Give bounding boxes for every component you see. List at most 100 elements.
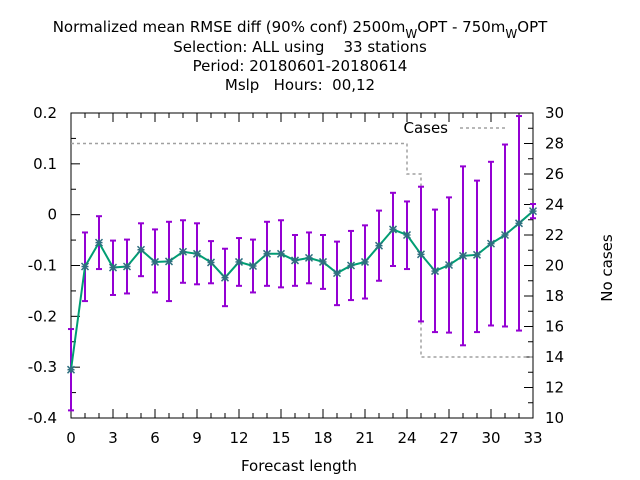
data-point bbox=[66, 365, 76, 374]
y-tick-label: -0.2 bbox=[28, 307, 57, 325]
data-point-stroke bbox=[206, 258, 216, 267]
data-point bbox=[234, 257, 244, 266]
data-point bbox=[304, 253, 314, 262]
y-tick-label: 0 bbox=[47, 206, 57, 224]
data-point-stroke bbox=[514, 219, 524, 228]
data-point-stroke bbox=[248, 261, 258, 271]
x-tick-label: 12 bbox=[229, 429, 248, 447]
legend: Cases bbox=[403, 119, 506, 137]
data-point-stroke bbox=[122, 262, 132, 271]
x-tick-label: 24 bbox=[397, 429, 416, 447]
data-point bbox=[80, 262, 90, 271]
data-point-stroke bbox=[290, 256, 300, 265]
x-tick-label: 21 bbox=[355, 429, 374, 447]
y2-tick-label: 16 bbox=[545, 318, 564, 336]
data-point-stroke bbox=[276, 249, 286, 258]
data-point bbox=[192, 249, 202, 258]
data-point-stroke bbox=[80, 262, 90, 271]
data-point bbox=[360, 257, 370, 266]
mean-diff-line bbox=[70, 210, 534, 370]
data-point bbox=[248, 261, 258, 271]
x-tick-label: 9 bbox=[192, 429, 202, 447]
data-point bbox=[150, 257, 160, 266]
x-axis-label: Forecast length bbox=[241, 457, 357, 475]
legend-label-cases: Cases bbox=[403, 119, 448, 137]
x-tick-label: 15 bbox=[271, 429, 290, 447]
y2-tick-label: 30 bbox=[545, 104, 564, 122]
data-point bbox=[402, 230, 412, 240]
chart-title: Normalized mean RMSE diff (90% conf) 250… bbox=[53, 18, 548, 94]
data-point bbox=[430, 267, 440, 276]
data-point-stroke bbox=[318, 257, 328, 266]
mean-diff-series bbox=[70, 210, 534, 370]
data-point bbox=[528, 207, 538, 216]
cases-series bbox=[71, 142, 533, 358]
data-point bbox=[346, 261, 356, 270]
x-tick-label: 27 bbox=[439, 429, 458, 447]
data-point bbox=[388, 225, 398, 234]
cases-line bbox=[71, 142, 533, 358]
data-point bbox=[276, 249, 286, 258]
y2-tick-label: 18 bbox=[545, 287, 564, 305]
y2-tick-label: 26 bbox=[545, 165, 564, 183]
y-tick-label: 0.1 bbox=[33, 155, 57, 173]
y2-tick-label: 22 bbox=[545, 226, 564, 244]
data-point-stroke bbox=[528, 207, 538, 216]
data-point bbox=[514, 219, 524, 228]
y2-tick-label: 12 bbox=[545, 379, 564, 397]
data-point-stroke bbox=[374, 241, 384, 250]
y2-tick-label: 20 bbox=[545, 257, 564, 275]
y-tick-label: -0.4 bbox=[28, 409, 57, 427]
data-point bbox=[136, 245, 146, 254]
x-tick-label: 33 bbox=[523, 429, 542, 447]
data-point-stroke bbox=[402, 230, 412, 240]
y-tick-labels: 0.2 0.1 0 -0.1 -0.2 -0.3 -0.4 bbox=[28, 104, 57, 427]
mean-diff-markers bbox=[66, 207, 538, 374]
data-point bbox=[108, 263, 118, 272]
data-point-stroke bbox=[388, 225, 398, 234]
data-point-stroke bbox=[136, 245, 146, 254]
data-point bbox=[374, 241, 384, 250]
data-point-stroke bbox=[94, 238, 104, 247]
data-point bbox=[444, 260, 454, 270]
y2-axis-label: No cases bbox=[598, 234, 616, 302]
data-point-stroke bbox=[458, 251, 468, 260]
y2-tick-label: 10 bbox=[545, 409, 564, 427]
data-point bbox=[332, 269, 342, 278]
data-point bbox=[500, 230, 510, 240]
data-point-stroke bbox=[262, 249, 272, 258]
data-point-stroke bbox=[346, 261, 356, 270]
data-point-stroke bbox=[66, 365, 76, 374]
data-point-stroke bbox=[178, 247, 188, 256]
title-line-3: Period: 20180601-20180614 bbox=[193, 57, 408, 75]
data-point-stroke bbox=[304, 253, 314, 262]
x-tick-label: 30 bbox=[481, 429, 500, 447]
data-point-stroke bbox=[164, 257, 174, 266]
data-point-stroke bbox=[150, 257, 160, 266]
y2-tick-label: 14 bbox=[545, 348, 564, 366]
y2-tick-label: 24 bbox=[545, 196, 564, 214]
y2-tick-label: 28 bbox=[545, 135, 564, 153]
data-point-stroke bbox=[472, 250, 482, 259]
data-point bbox=[94, 238, 104, 247]
data-point-stroke bbox=[234, 257, 244, 266]
title-line-2: Selection: ALL using 33 stations bbox=[173, 38, 427, 56]
title-line-1: Normalized mean RMSE diff (90% conf) 250… bbox=[53, 18, 548, 41]
y2-tick-labels: 30 28 26 24 22 20 18 16 14 12 10 bbox=[545, 104, 564, 427]
data-point bbox=[164, 257, 174, 266]
x-tick-labels: 0 3 6 9 12 15 18 21 24 27 30 33 bbox=[66, 429, 542, 447]
data-point bbox=[458, 251, 468, 260]
data-point bbox=[486, 239, 496, 248]
x-tick-label: 0 bbox=[66, 429, 76, 447]
data-point bbox=[290, 256, 300, 265]
data-point-stroke bbox=[360, 257, 370, 266]
y-tick-label: -0.1 bbox=[28, 257, 57, 275]
data-point bbox=[206, 258, 216, 267]
x-tick-label: 3 bbox=[108, 429, 118, 447]
data-point-stroke bbox=[332, 269, 342, 278]
data-point-stroke bbox=[192, 249, 202, 258]
data-point-stroke bbox=[220, 273, 230, 282]
x-tick-label: 6 bbox=[150, 429, 160, 447]
